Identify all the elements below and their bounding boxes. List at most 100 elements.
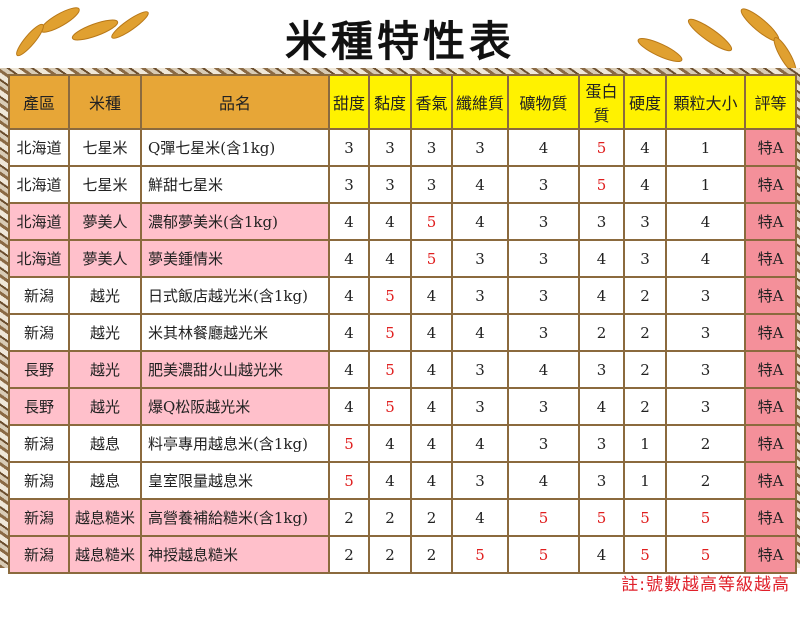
product-name-cell: 鮮甜七星米: [140, 165, 330, 204]
score-cell: 2: [578, 313, 625, 352]
table-row: 北海道 七星米 Q彈七星米(含1kg) 3 3 3 3 4 5 4 1 特A: [8, 128, 797, 167]
score-cell: 4: [623, 165, 667, 204]
score-cell: 4: [451, 202, 509, 241]
region-cell: 新潟: [8, 535, 70, 574]
score-cell: 1: [623, 424, 667, 463]
score-cell: 5: [368, 387, 412, 426]
column-header: 評等: [744, 74, 797, 130]
score-cell: 2: [410, 535, 453, 574]
score-cell: 5: [368, 276, 412, 315]
score-cell: 4: [410, 424, 453, 463]
column-header: 纖維質: [451, 74, 509, 130]
table-row: 新潟 越息糙米 高營養補給糙米(含1kg) 2 2 2 4 5 5 5 5 特A: [8, 498, 797, 537]
score-cell: 3: [578, 461, 625, 500]
rice-characteristics-table: 產區 米種 品名 甜度 黏度 香氣 纖維質 礦物質 蛋白質 硬度 顆粒大小 評等 北海道 七星米 Q彈七星…: [8, 74, 797, 574]
grade-cell: 特A: [744, 461, 797, 500]
score-cell: 2: [665, 461, 746, 500]
score-cell: 3: [507, 202, 580, 241]
score-cell: 5: [578, 498, 625, 537]
score-cell: 4: [451, 424, 509, 463]
score-cell: 2: [368, 498, 412, 537]
variety-cell: 越息: [68, 461, 142, 500]
score-cell: 4: [410, 276, 453, 315]
score-cell: 5: [578, 165, 625, 204]
score-cell: 3: [623, 202, 667, 241]
product-name-cell: 夢美鍾情米: [140, 239, 330, 278]
grade-cell: 特A: [744, 313, 797, 352]
score-cell: 3: [665, 313, 746, 352]
score-cell: 3: [507, 165, 580, 204]
grade-cell: 特A: [744, 276, 797, 315]
score-cell: 3: [578, 202, 625, 241]
grade-cell: 特A: [744, 387, 797, 426]
region-cell: 新潟: [8, 276, 70, 315]
region-cell: 北海道: [8, 128, 70, 167]
product-name-cell: 濃郁夢美米(含1kg): [140, 202, 330, 241]
score-cell: 3: [507, 387, 580, 426]
score-cell: 3: [507, 276, 580, 315]
score-cell: 4: [410, 313, 453, 352]
product-name-cell: 高營養補給糙米(含1kg): [140, 498, 330, 537]
region-cell: 長野: [8, 350, 70, 389]
table-row: 新潟 越息 皇室限量越息米 5 4 4 3 4 3 1 2 特A: [8, 461, 797, 500]
score-cell: 4: [328, 202, 370, 241]
score-cell: 4: [328, 276, 370, 315]
table-header-row: 產區 米種 品名 甜度 黏度 香氣 纖維質 礦物質 蛋白質 硬度 顆粒大小 評等: [8, 74, 797, 130]
variety-cell: 越光: [68, 350, 142, 389]
grade-cell: 特A: [744, 350, 797, 389]
wheat-decoration-left: [16, 7, 149, 57]
product-name-cell: 米其林餐廳越光米: [140, 313, 330, 352]
score-cell: 3: [368, 165, 412, 204]
product-name-cell: Q彈七星米(含1kg): [140, 128, 330, 167]
score-cell: 4: [328, 313, 370, 352]
grade-cell: 特A: [744, 128, 797, 167]
score-cell: 2: [665, 424, 746, 463]
score-cell: 3: [507, 313, 580, 352]
variety-cell: 七星米: [68, 165, 142, 204]
table-row: 北海道 夢美人 夢美鍾情米 4 4 5 3 3 4 3 4 特A: [8, 239, 797, 278]
score-cell: 3: [451, 350, 509, 389]
variety-cell: 越光: [68, 313, 142, 352]
score-cell: 4: [368, 424, 412, 463]
region-cell: 北海道: [8, 239, 70, 278]
score-cell: 3: [623, 239, 667, 278]
score-cell: 4: [410, 461, 453, 500]
score-cell: 4: [507, 128, 580, 167]
score-cell: 1: [623, 461, 667, 500]
variety-cell: 越光: [68, 387, 142, 426]
score-cell: 2: [328, 498, 370, 537]
score-cell: 2: [623, 387, 667, 426]
product-name-cell: 爆Q松阪越光米: [140, 387, 330, 426]
score-cell: 4: [665, 239, 746, 278]
score-cell: 1: [665, 165, 746, 204]
grade-cell: 特A: [744, 424, 797, 463]
score-cell: 5: [665, 535, 746, 574]
region-cell: 長野: [8, 387, 70, 426]
column-header: 產區: [8, 74, 70, 130]
region-cell: 新潟: [8, 498, 70, 537]
footnote: 註:號數越高等級越高: [621, 575, 790, 595]
score-cell: 5: [451, 535, 509, 574]
score-cell: 3: [665, 387, 746, 426]
score-cell: 4: [578, 535, 625, 574]
table-row: 新潟 越光 米其林餐廳越光米 4 5 4 4 3 2 2 3 特A: [8, 313, 797, 352]
variety-cell: 越息糙米: [68, 498, 142, 537]
score-cell: 3: [368, 128, 412, 167]
column-header: 香氣: [410, 74, 453, 130]
variety-cell: 越息: [68, 424, 142, 463]
score-cell: 3: [451, 276, 509, 315]
score-cell: 5: [410, 239, 453, 278]
table-row: 新潟 越息 料亭專用越息米(含1kg) 5 4 4 4 3 3 1 2 特A: [8, 424, 797, 463]
column-header: 米種: [68, 74, 142, 130]
score-cell: 5: [410, 202, 453, 241]
column-header: 甜度: [328, 74, 370, 130]
score-cell: 5: [665, 498, 746, 537]
score-cell: 4: [368, 239, 412, 278]
score-cell: 3: [507, 239, 580, 278]
score-cell: 2: [623, 276, 667, 315]
score-cell: 4: [328, 350, 370, 389]
score-cell: 3: [665, 350, 746, 389]
product-name-cell: 神授越息糙米: [140, 535, 330, 574]
column-header: 顆粒大小: [665, 74, 746, 130]
table-row: 新潟 越息糙米 神授越息糙米 2 2 2 5 5 4 5 5 特A: [8, 535, 797, 574]
